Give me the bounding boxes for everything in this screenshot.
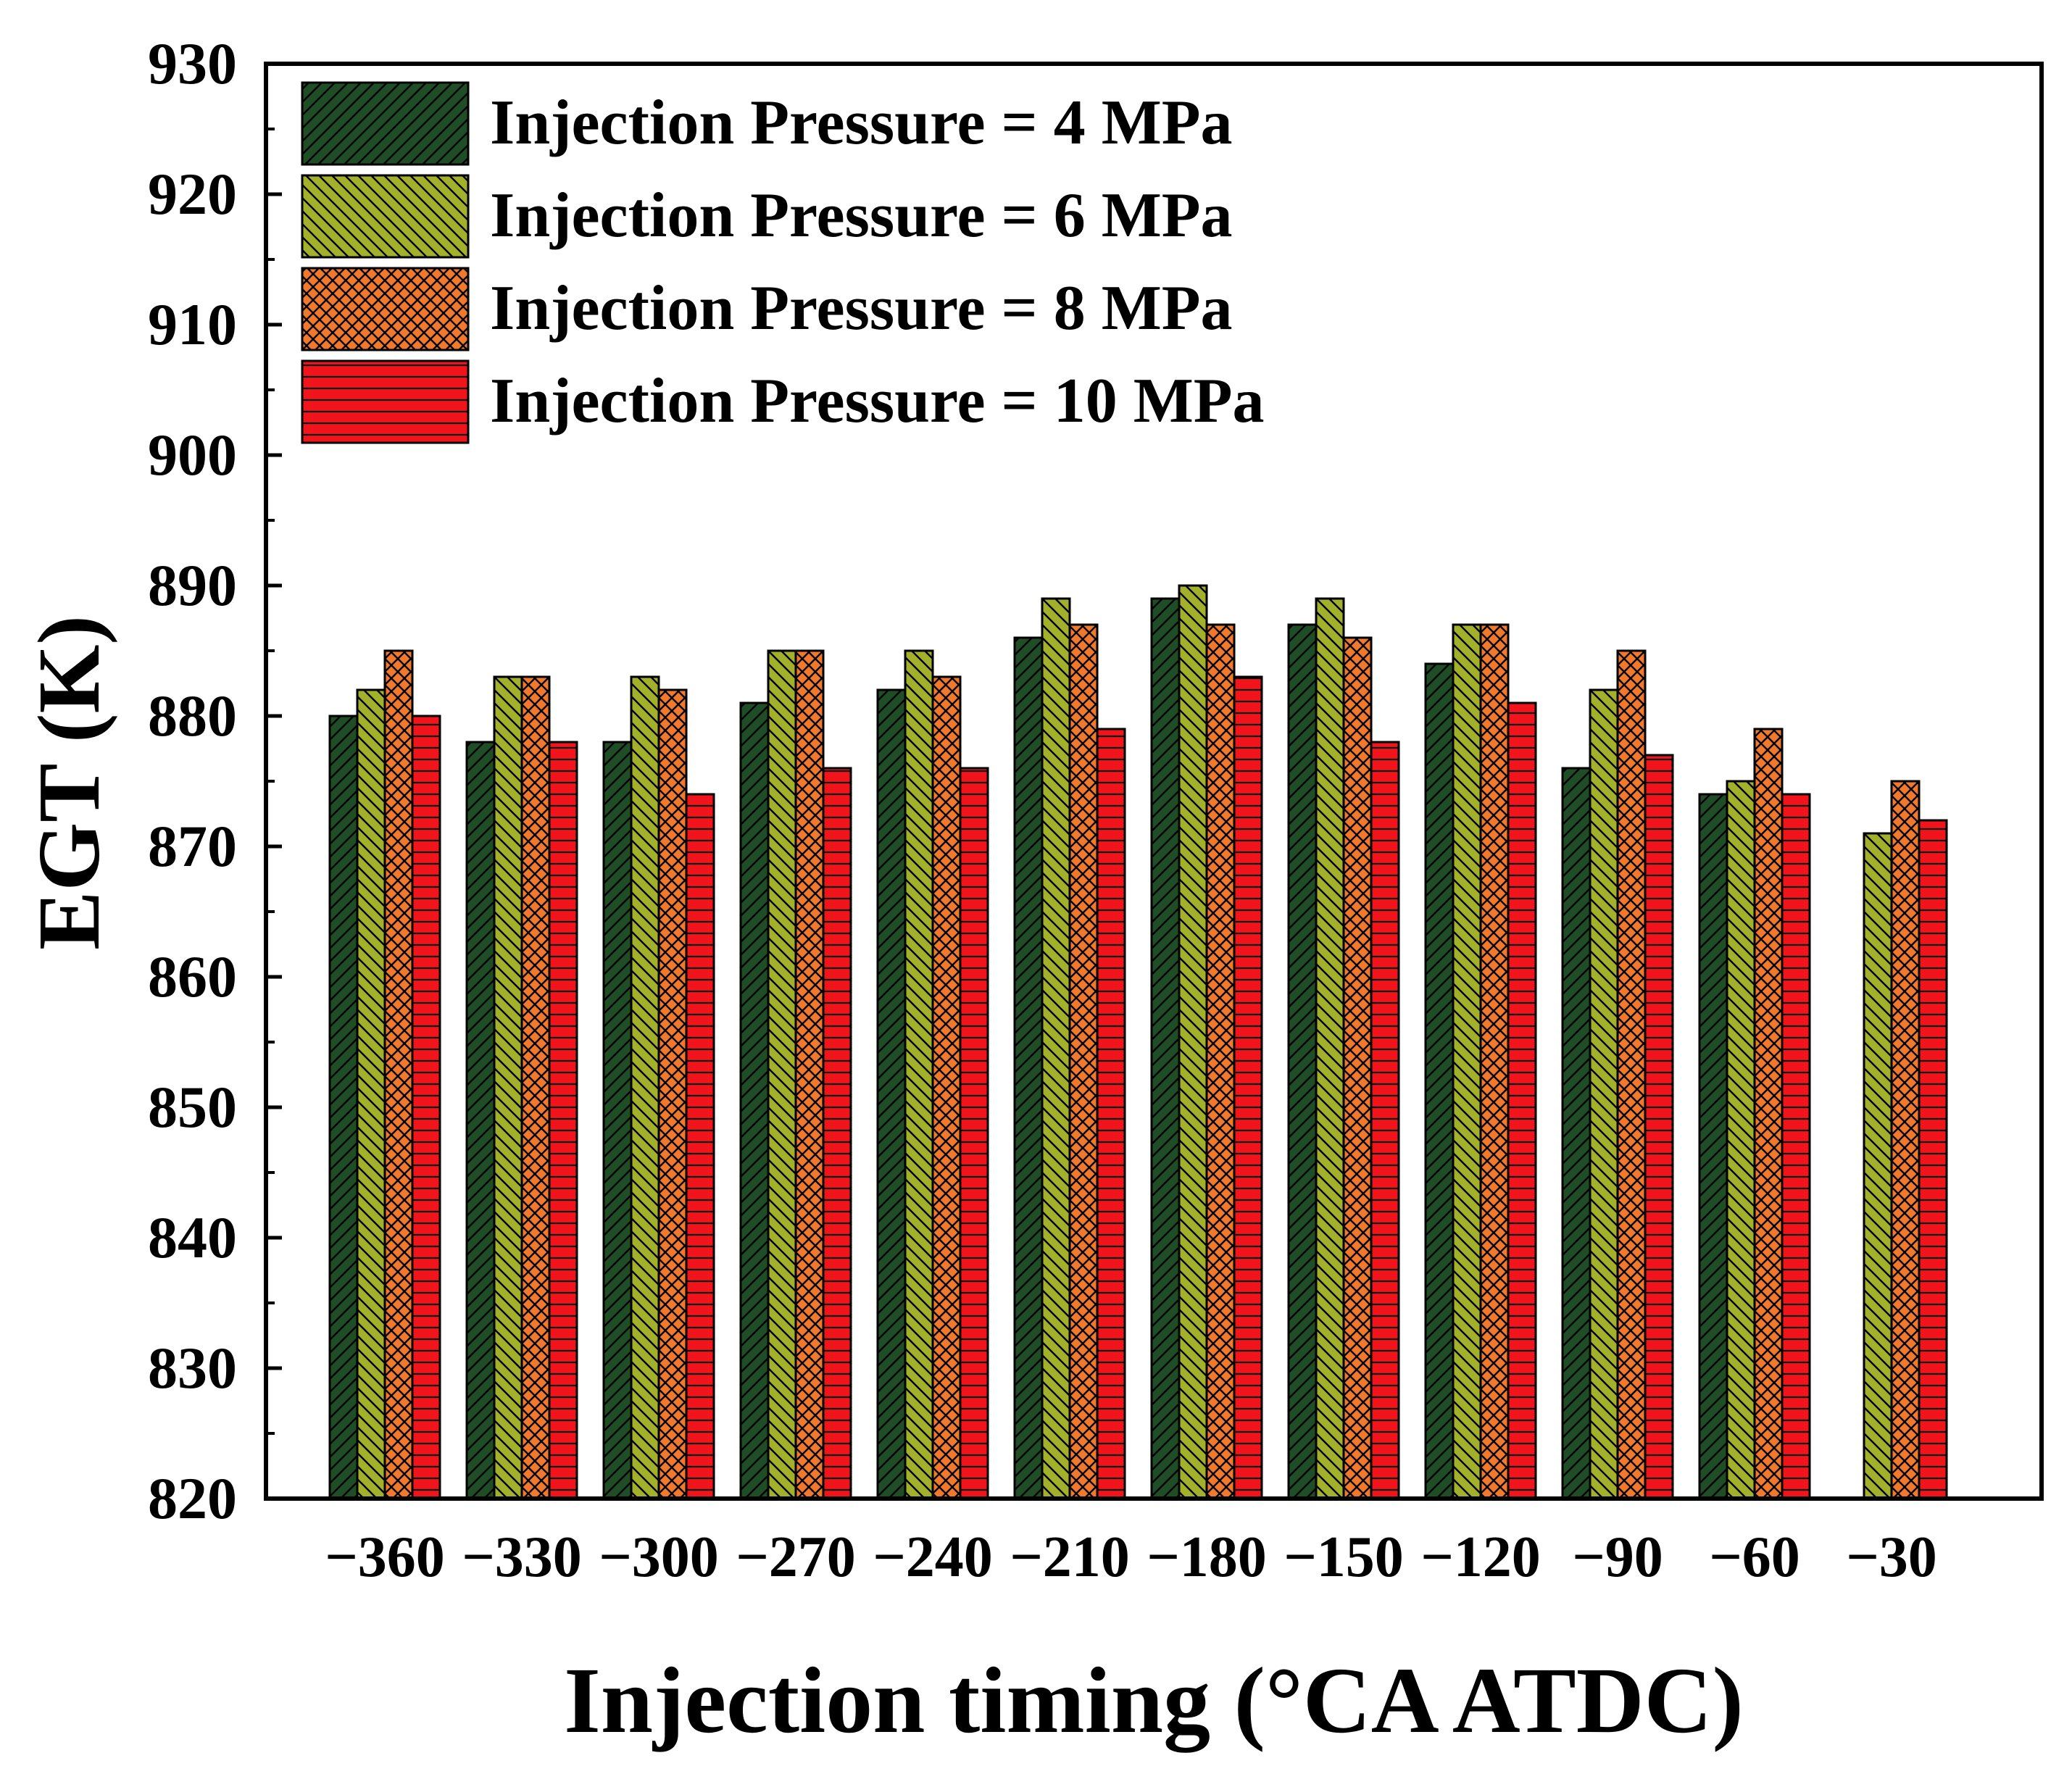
bar-6mpa-10 <box>1726 780 1756 1500</box>
bar-8mpa-8 <box>1479 623 1510 1500</box>
bar-4mpa-9 <box>1561 767 1592 1500</box>
legend-swatch-4mpa <box>301 81 470 166</box>
bar-6mpa-4 <box>904 649 934 1500</box>
x-tick-label: −330 <box>462 1525 582 1589</box>
bar-8mpa-1 <box>520 675 551 1500</box>
x-tick-label: −210 <box>1010 1525 1130 1589</box>
bar-8mpa-5 <box>1068 623 1099 1500</box>
bar-6mpa-11 <box>1863 832 1893 1500</box>
y-tick-label: 910 <box>148 291 237 357</box>
x-axis-title: Injection timing (°CA ATDC) <box>564 1649 1744 1753</box>
x-tick-label: −360 <box>325 1525 445 1589</box>
bar-10mpa-6 <box>1233 675 1263 1500</box>
bar-4mpa-8 <box>1424 662 1455 1500</box>
bar-10mpa-0 <box>411 715 441 1500</box>
x-tick-label: −90 <box>1572 1525 1663 1589</box>
bar-10mpa-7 <box>1370 741 1400 1500</box>
axes-layer: 820 830 840 850 860 870 880 890 900 910 920 930 −360… <box>148 30 2044 1589</box>
x-tick-label: −30 <box>1846 1525 1937 1589</box>
x-tick-label: −270 <box>736 1525 856 1589</box>
x-tick-label: −120 <box>1420 1525 1541 1589</box>
bar-8mpa-4 <box>931 675 962 1500</box>
legend-label-6mpa: Injection Pressure = 6 MPa <box>490 180 1233 251</box>
y-tick-label: 900 <box>148 422 237 488</box>
y-tick-label: 830 <box>148 1335 237 1401</box>
bar-4mpa-5 <box>1013 636 1044 1500</box>
x-tick-label: −150 <box>1283 1525 1404 1589</box>
bar-6mpa-2 <box>630 675 660 1500</box>
bar-10mpa-10 <box>1781 793 1811 1500</box>
bar-6mpa-5 <box>1041 597 1071 1500</box>
bar-8mpa-3 <box>794 649 825 1500</box>
y-tick-label: 840 <box>148 1204 237 1270</box>
bars-layer <box>328 584 1948 1500</box>
bar-4mpa-7 <box>1287 623 1318 1500</box>
bar-8mpa-9 <box>1616 649 1647 1500</box>
bar-4mpa-2 <box>602 741 633 1500</box>
bar-8mpa-11 <box>1890 780 1921 1500</box>
legend-swatch-10mpa <box>301 359 470 444</box>
bar-4mpa-3 <box>739 701 770 1500</box>
bar-8mpa-6 <box>1205 623 1236 1500</box>
bar-6mpa-6 <box>1178 584 1208 1500</box>
bar-10mpa-4 <box>959 767 989 1500</box>
x-tick-label: −300 <box>599 1525 719 1589</box>
legend-swatch-8mpa <box>301 267 470 351</box>
bar-10mpa-1 <box>548 741 578 1500</box>
y-tick-label: 930 <box>148 30 237 96</box>
bar-4mpa-0 <box>328 715 359 1500</box>
bar-10mpa-11 <box>1918 819 1948 1500</box>
x-tick-label: −60 <box>1709 1525 1800 1589</box>
y-tick-label: 860 <box>148 944 237 1009</box>
legend-label-4mpa: Injection Pressure = 4 MPa <box>490 88 1233 158</box>
bar-6mpa-8 <box>1452 623 1482 1500</box>
bar-4mpa-10 <box>1698 793 1728 1500</box>
bar-8mpa-0 <box>383 649 414 1500</box>
bar-4mpa-4 <box>876 688 907 1500</box>
y-tick-label: 890 <box>148 552 237 618</box>
bar-6mpa-1 <box>493 675 523 1500</box>
bar-4mpa-6 <box>1150 597 1181 1500</box>
bar-6mpa-0 <box>356 688 386 1500</box>
y-axis-title: EGT (K) <box>20 615 118 950</box>
legend-label-8mpa: Injection Pressure = 8 MPa <box>490 273 1233 343</box>
bar-4mpa-1 <box>465 741 496 1500</box>
bar-6mpa-9 <box>1589 688 1619 1500</box>
legend-swatch-6mpa <box>301 174 470 259</box>
bar-6mpa-3 <box>767 649 797 1500</box>
bar-8mpa-2 <box>657 688 688 1500</box>
y-tick-label: 850 <box>148 1074 237 1140</box>
bar-10mpa-8 <box>1507 701 1537 1500</box>
bar-8mpa-10 <box>1753 728 1784 1500</box>
y-tick-label: 870 <box>148 813 237 879</box>
y-tick-label: 820 <box>148 1465 237 1531</box>
y-tick-label: 920 <box>148 161 237 227</box>
bar-10mpa-3 <box>822 767 852 1500</box>
x-tick-label: −240 <box>873 1525 993 1589</box>
legend: Injection Pressure = 4 MPa Injection Pres… <box>301 81 1265 444</box>
legend-label-10mpa: Injection Pressure = 10 MPa <box>490 366 1265 436</box>
bar-10mpa-5 <box>1096 728 1126 1500</box>
bar-8mpa-7 <box>1342 636 1373 1500</box>
bar-10mpa-2 <box>685 793 715 1500</box>
y-tick-label: 880 <box>148 683 237 749</box>
bar-10mpa-9 <box>1644 754 1674 1500</box>
bar-6mpa-7 <box>1315 597 1345 1500</box>
x-tick-label: −180 <box>1147 1525 1267 1589</box>
